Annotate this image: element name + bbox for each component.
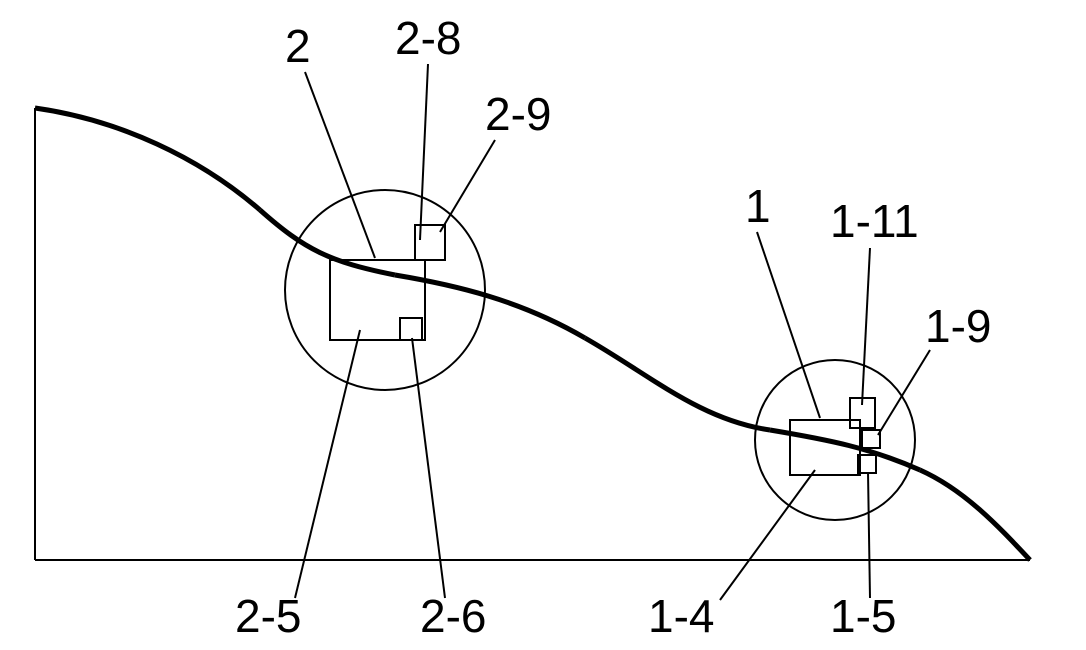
label-l2_5: 2-5 — [235, 590, 301, 642]
leader-l1_5 — [868, 472, 870, 598]
label-l1: 1 — [745, 180, 771, 232]
leader-l1 — [757, 232, 820, 418]
leader-l2_8 — [420, 64, 428, 240]
slope-curve-seg-2 — [395, 275, 585, 338]
label-l1_9: 1-9 — [925, 300, 991, 352]
label-l1_5: 1-5 — [830, 590, 896, 642]
label-l1_4: 1-4 — [648, 590, 714, 642]
leader-l2 — [305, 72, 375, 258]
leader-l1_11 — [862, 248, 870, 405]
slope-curve-seg-0 — [35, 108, 260, 210]
box-box1_9 — [862, 430, 880, 448]
slope-curve-seg-5 — [920, 470, 1030, 560]
label-l2_8: 2-8 — [395, 12, 461, 64]
label-l2_9: 2-9 — [485, 88, 551, 140]
label-l2: 2 — [285, 20, 311, 72]
slope-curve-seg-1 — [260, 210, 395, 275]
slope-curve-seg-4 — [770, 430, 920, 470]
detail-circle-1 — [285, 190, 485, 390]
leader-l1_4 — [720, 470, 815, 600]
label-l1_11: 1-11 — [830, 195, 919, 247]
box-box2_6 — [400, 318, 422, 340]
label-l2_6: 2-6 — [420, 590, 486, 642]
leader-l1_9 — [878, 350, 930, 435]
leader-l2_5 — [295, 330, 360, 598]
slope-curve-seg-3 — [585, 338, 770, 430]
leader-l2_9 — [440, 140, 495, 232]
